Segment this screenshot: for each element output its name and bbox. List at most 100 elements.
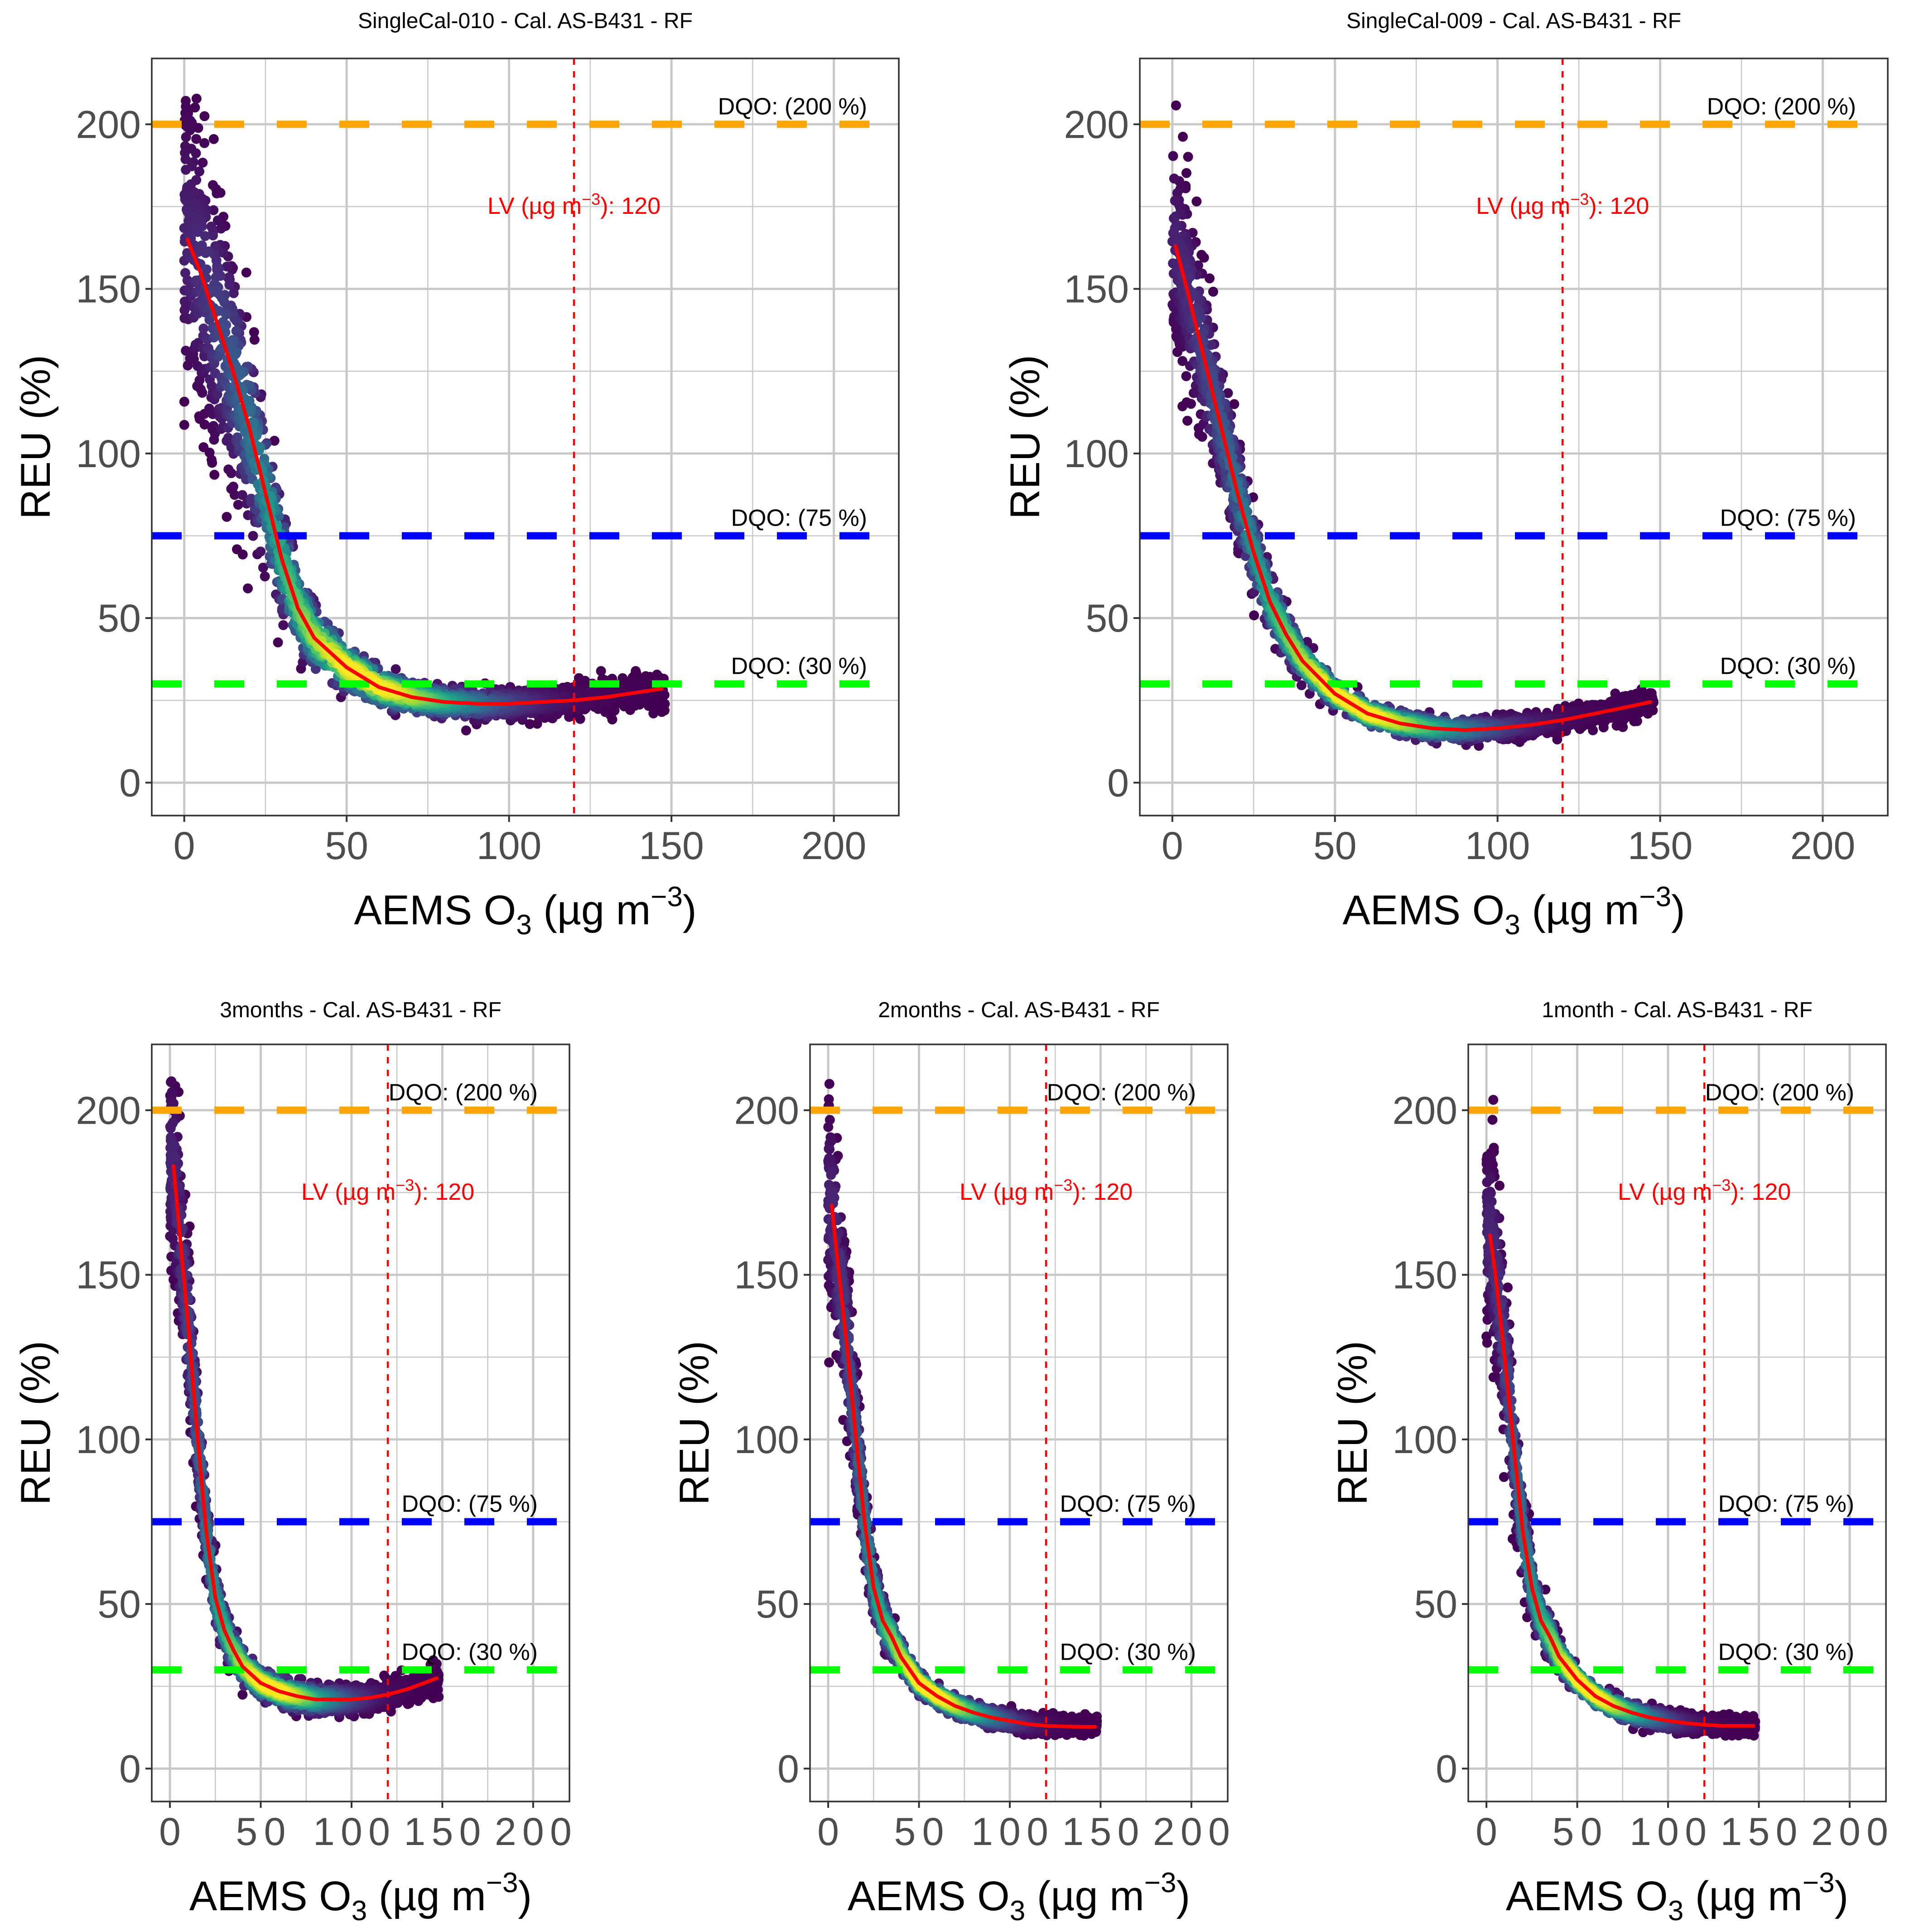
data-point xyxy=(208,421,219,431)
data-point xyxy=(228,482,238,492)
data-point xyxy=(235,370,245,381)
data-point xyxy=(1171,100,1181,111)
data-point xyxy=(208,134,219,144)
data-point xyxy=(212,265,222,275)
y-tick-label: 100 xyxy=(1064,432,1129,476)
x-tick-label: 150 xyxy=(639,824,704,868)
data-point xyxy=(193,227,203,237)
data-point xyxy=(222,261,232,272)
data-point xyxy=(1249,587,1259,597)
grid xyxy=(152,1044,569,1802)
data-point xyxy=(1170,195,1180,206)
fit-curve xyxy=(185,237,664,705)
data-point xyxy=(1178,131,1188,142)
data-point xyxy=(256,546,266,557)
data-point xyxy=(258,562,268,573)
data-point xyxy=(246,493,256,504)
y-tick-label: 0 xyxy=(1107,761,1129,805)
data-point xyxy=(198,158,208,168)
data-point xyxy=(243,583,253,594)
data-point xyxy=(1183,152,1193,162)
x-tick-label: 150 xyxy=(1628,824,1693,868)
y-tick-label: 50 xyxy=(97,597,141,640)
data-point xyxy=(212,188,222,198)
data-point xyxy=(232,432,242,443)
data-point xyxy=(216,223,226,234)
y-tick-label: 50 xyxy=(1085,597,1129,640)
x-axis-title: AEMS O3 (µg m−3) xyxy=(1342,881,1685,941)
data-point xyxy=(1181,168,1191,178)
data-point xyxy=(249,334,260,345)
data-point xyxy=(241,267,251,278)
data-point xyxy=(391,664,401,674)
data-point xyxy=(179,420,189,430)
data-point xyxy=(200,231,210,241)
data-point xyxy=(1196,250,1207,260)
data-point xyxy=(237,549,248,560)
data-point xyxy=(525,719,535,729)
lv-label: LV (µg m−3): 120 xyxy=(487,190,661,219)
chart-title: SingleCal-009 - Cal. AS-B431 - RF xyxy=(1346,9,1681,33)
data-point xyxy=(199,138,210,148)
data-point xyxy=(212,215,223,226)
data-point xyxy=(208,205,219,215)
data-point xyxy=(269,435,280,446)
y-axis-title: REU (%) xyxy=(13,355,59,519)
data-point xyxy=(198,324,209,333)
data-point xyxy=(575,714,585,724)
data-point xyxy=(1181,371,1191,382)
data-point xyxy=(231,326,241,336)
data-point xyxy=(1249,610,1259,621)
data-point xyxy=(1229,399,1239,409)
x-tick-label: 200 xyxy=(1790,824,1856,868)
x-tick-label: 50 xyxy=(325,824,368,868)
data-point xyxy=(249,327,259,337)
data-point xyxy=(596,666,606,676)
y-axis-title: REU (%) xyxy=(1002,355,1048,519)
data-point xyxy=(1182,415,1193,426)
dqo-label-75: DQO: (75 %) xyxy=(731,505,868,531)
data-point xyxy=(208,230,218,241)
data-point xyxy=(1186,399,1196,409)
y-tick-label: 150 xyxy=(1064,268,1129,311)
data-point xyxy=(166,1077,176,1087)
data-point xyxy=(200,248,211,258)
data-point xyxy=(204,447,215,458)
data-point xyxy=(179,396,189,407)
panel-border xyxy=(1139,58,1889,816)
data-point xyxy=(1208,286,1218,297)
data-point xyxy=(248,531,258,541)
dqo-label-30: DQO: (30 %) xyxy=(731,653,868,679)
data-point xyxy=(211,287,221,297)
data-point xyxy=(461,725,471,736)
y-tick-label: 200 xyxy=(1064,103,1129,146)
data-point xyxy=(298,657,308,667)
chart-title: SingleCal-010 - Cal. AS-B431 - RF xyxy=(358,9,693,33)
x-tick-label: 100 xyxy=(477,824,542,868)
x-tick-label: 0 xyxy=(1162,824,1183,868)
data-point xyxy=(1191,196,1202,207)
y-tick-label: 100 xyxy=(76,432,141,476)
data-point xyxy=(233,500,243,510)
data-point xyxy=(190,203,200,213)
data-point xyxy=(208,180,218,190)
data-point xyxy=(1205,273,1215,284)
panel-border xyxy=(151,58,900,816)
data-point xyxy=(260,571,270,582)
dqo-label-200: DQO: (200 %) xyxy=(718,93,867,120)
data-point xyxy=(1177,356,1188,366)
data-point xyxy=(1223,388,1233,398)
data-point xyxy=(190,102,200,113)
data-point xyxy=(1171,211,1181,222)
data-point xyxy=(1302,637,1312,647)
plot-background xyxy=(152,1044,569,1802)
data-point xyxy=(273,637,283,647)
x-tick-label: 50 xyxy=(1313,824,1357,868)
x-tick-label: 200 xyxy=(801,824,867,868)
dqo-label-30: DQO: (30 %) xyxy=(1720,653,1857,679)
data-point xyxy=(194,166,204,177)
plot-background xyxy=(1140,58,1888,816)
data-point xyxy=(209,469,220,480)
data-point xyxy=(197,387,207,398)
